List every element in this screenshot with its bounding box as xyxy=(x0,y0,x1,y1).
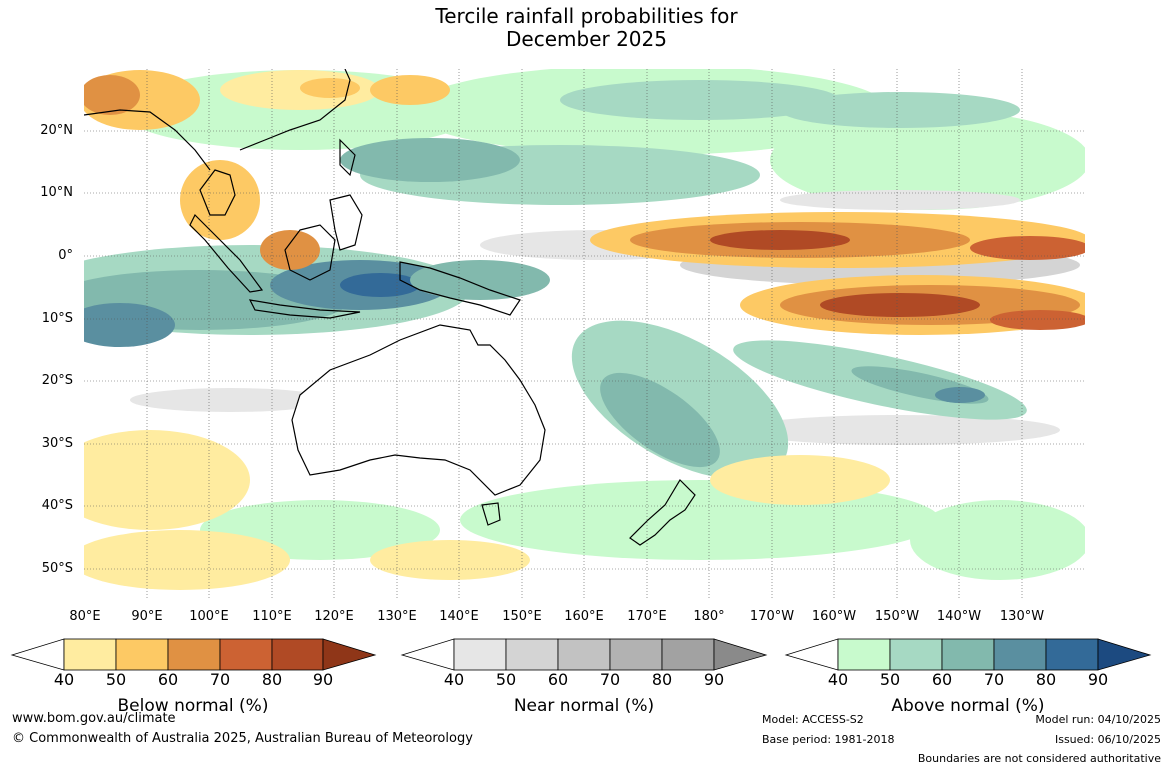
below-tick-40: 40 xyxy=(53,670,75,689)
lon-label-110e: 110°E xyxy=(252,609,292,624)
issued-text: Issued: 06/10/2025 xyxy=(1054,733,1161,746)
above-tick-40: 40 xyxy=(827,670,849,689)
lon-label-140w: 140°W xyxy=(936,609,982,624)
above-tick-90: 90 xyxy=(1087,670,1109,689)
lat-label-20n: 20°N xyxy=(40,123,73,138)
colorbar-below-normal xyxy=(10,638,377,671)
lon-label-150w: 150°W xyxy=(874,609,920,624)
above-normal-title: Above normal (%) xyxy=(891,696,1045,716)
colorbar-above-normal xyxy=(784,638,1152,671)
lat-label-10s: 10°S xyxy=(41,311,73,326)
above-tick-60: 60 xyxy=(931,670,953,689)
map-title-line1: Tercile rainfall probabilities for xyxy=(435,4,738,28)
lon-label-130e: 130°E xyxy=(377,609,417,624)
model-text: Model: ACCESS-S2 xyxy=(762,713,864,726)
near-tick-50: 50 xyxy=(495,670,517,689)
map-title-line2: December 2025 xyxy=(506,27,667,51)
lon-label-80e: 80°E xyxy=(69,609,101,624)
below-tick-90: 90 xyxy=(312,670,334,689)
base-period-text: Base period: 1981-2018 xyxy=(762,733,895,746)
lat-label-0: 0° xyxy=(58,248,73,263)
lat-label-40s: 40°S xyxy=(41,498,73,513)
lon-label-170e: 170°E xyxy=(627,609,667,624)
colorbar-near-normal xyxy=(400,638,768,671)
below-tick-50: 50 xyxy=(105,670,127,689)
below-tick-80: 80 xyxy=(261,670,283,689)
lon-label-150e: 150°E xyxy=(502,609,542,624)
near-tick-70: 70 xyxy=(599,670,621,689)
copyright-text: © Commonwealth of Australia 2025, Austra… xyxy=(12,731,473,746)
disclaimer-text: Boundaries are not considered authoritat… xyxy=(917,752,1161,765)
lon-label-140e: 140°E xyxy=(439,609,479,624)
lat-label-30s: 30°S xyxy=(41,436,73,451)
model-run-text: Model run: 04/10/2025 xyxy=(1035,713,1161,726)
lon-label-160e: 160°E xyxy=(564,609,604,624)
near-tick-80: 80 xyxy=(651,670,673,689)
near-tick-60: 60 xyxy=(547,670,569,689)
below-tick-60: 60 xyxy=(157,670,179,689)
below-normal-title: Below normal (%) xyxy=(117,696,269,716)
lon-label-160w: 160°W xyxy=(811,609,857,624)
above-tick-80: 80 xyxy=(1035,670,1057,689)
lon-label-170w: 170°W xyxy=(749,609,795,624)
lon-label-120e: 120°E xyxy=(314,609,354,624)
near-tick-90: 90 xyxy=(703,670,725,689)
lon-label-180: 180° xyxy=(693,609,725,624)
near-normal-title: Near normal (%) xyxy=(513,696,655,716)
graticule xyxy=(84,69,1085,600)
lon-label-130w: 130°W xyxy=(999,609,1045,624)
near-tick-40: 40 xyxy=(443,670,465,689)
coastlines xyxy=(84,69,696,546)
above-tick-50: 50 xyxy=(879,670,901,689)
lat-label-50s: 50°S xyxy=(41,561,73,576)
website-link[interactable]: www.bom.gov.au/climate xyxy=(12,711,176,726)
lat-label-20s: 20°S xyxy=(41,373,73,388)
below-tick-70: 70 xyxy=(209,670,231,689)
lat-label-10n: 10°N xyxy=(40,185,73,200)
lon-label-100e: 100°E xyxy=(189,609,229,624)
lon-label-90e: 90°E xyxy=(131,609,163,624)
above-tick-70: 70 xyxy=(983,670,1005,689)
probability-field xyxy=(84,69,1085,600)
